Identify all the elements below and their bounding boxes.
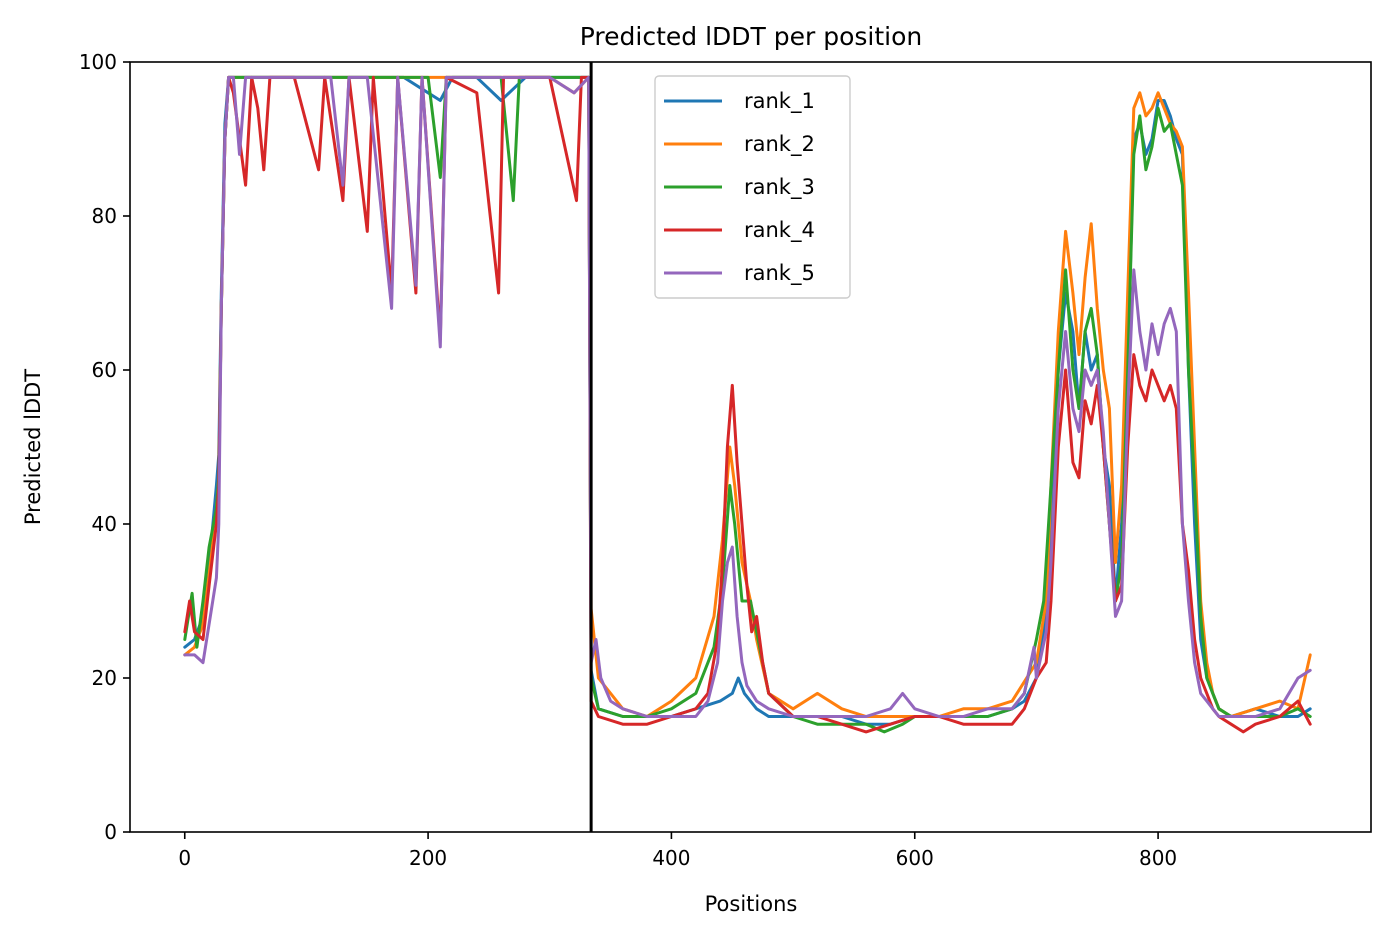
y-tick-label: 60 <box>92 358 117 382</box>
plot-area-frame <box>129 61 1372 833</box>
legend-label-rank-4: rank_4 <box>744 218 815 243</box>
series-layer <box>183 75 1312 734</box>
x-tick-label: 400 <box>652 846 690 870</box>
x-axis-title: Positions <box>705 892 798 916</box>
y-tick-label: 100 <box>79 50 117 74</box>
x-tick-label: 200 <box>409 846 447 870</box>
legend-label-rank-1: rank_1 <box>744 89 815 114</box>
series-line-rank-5 <box>183 75 1312 718</box>
legend-label-rank-2: rank_2 <box>744 132 815 157</box>
y-tick-label: 80 <box>92 204 117 228</box>
legend-label-rank-5: rank_5 <box>744 261 815 286</box>
x-tick-label: 600 <box>896 846 934 870</box>
chart-title: Predicted lDDT per position <box>580 22 922 51</box>
x-tick-label: 0 <box>178 846 191 870</box>
legend-entries: rank_1 rank_2 rank_3 rank_4 rank_5 <box>664 89 815 286</box>
legend: rank_1 rank_2 rank_3 rank_4 rank_5 <box>654 75 851 299</box>
y-axis-title: Predicted lDDT <box>21 369 45 525</box>
y-tick-label: 40 <box>92 512 117 536</box>
legend-box <box>654 75 851 299</box>
y-tick-label: 0 <box>104 820 117 844</box>
series-line-rank-4 <box>183 75 1312 734</box>
y-tick-label: 20 <box>92 666 117 690</box>
legend-label-rank-3: rank_3 <box>744 175 815 200</box>
x-tick-label: 800 <box>1139 846 1177 870</box>
x-axis-ticks: 0 200 400 600 800 <box>178 832 1177 870</box>
series-line-rank-3 <box>183 75 1312 734</box>
y-axis-ticks: 0 20 40 60 80 100 <box>79 50 130 844</box>
